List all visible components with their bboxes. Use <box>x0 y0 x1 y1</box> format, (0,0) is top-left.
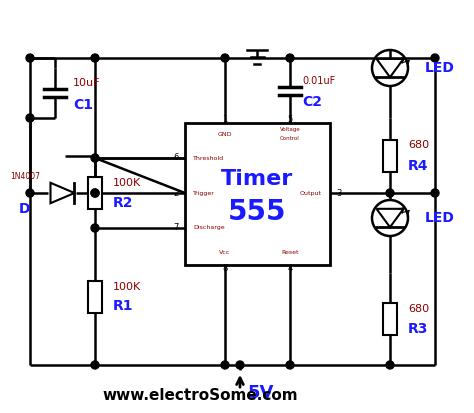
Circle shape <box>286 361 294 369</box>
Text: Discharge: Discharge <box>193 225 225 230</box>
Circle shape <box>91 361 99 369</box>
Text: D: D <box>19 202 31 216</box>
Circle shape <box>91 224 99 232</box>
Circle shape <box>91 54 99 62</box>
Bar <box>383 140 397 171</box>
Circle shape <box>221 361 229 369</box>
Text: www.electroSome.com: www.electroSome.com <box>102 387 298 403</box>
Text: Output: Output <box>300 190 322 195</box>
Circle shape <box>386 189 394 197</box>
Text: 8: 8 <box>222 264 228 273</box>
Text: 10uF: 10uF <box>73 78 100 88</box>
Text: GND: GND <box>218 133 232 138</box>
Circle shape <box>26 54 34 62</box>
Circle shape <box>236 361 244 369</box>
Text: 680: 680 <box>408 140 429 150</box>
Text: 680: 680 <box>408 304 429 314</box>
Text: C2: C2 <box>302 95 322 109</box>
Text: LED: LED <box>425 211 455 225</box>
Bar <box>185 123 330 265</box>
Circle shape <box>26 114 34 122</box>
Text: Vcc: Vcc <box>219 251 231 256</box>
Circle shape <box>386 361 394 369</box>
Text: 2: 2 <box>174 188 179 197</box>
Text: R3: R3 <box>408 322 428 336</box>
Polygon shape <box>51 183 74 203</box>
Text: Reset: Reset <box>281 251 299 256</box>
Text: R4: R4 <box>408 159 428 173</box>
Text: Control: Control <box>280 135 300 140</box>
Text: 555: 555 <box>228 198 287 226</box>
Text: 3: 3 <box>336 188 341 197</box>
Text: 4: 4 <box>287 264 292 273</box>
Text: R2: R2 <box>113 196 134 210</box>
Text: Threshold: Threshold <box>193 156 224 161</box>
Text: 100K: 100K <box>113 282 141 292</box>
Text: 100K: 100K <box>113 178 141 188</box>
Text: 1: 1 <box>222 115 228 124</box>
Text: 0.01uF: 0.01uF <box>302 76 335 85</box>
Circle shape <box>26 189 34 197</box>
Text: Trigger: Trigger <box>193 190 215 195</box>
Circle shape <box>431 189 439 197</box>
Text: Voltage: Voltage <box>280 126 301 131</box>
Text: C1: C1 <box>73 98 93 112</box>
Circle shape <box>91 189 99 197</box>
Text: 1N4007: 1N4007 <box>10 172 40 181</box>
Circle shape <box>91 189 99 197</box>
Text: 6: 6 <box>173 154 179 162</box>
Bar <box>88 280 102 313</box>
Circle shape <box>286 54 294 62</box>
Text: 7: 7 <box>173 223 179 233</box>
Bar <box>88 177 102 209</box>
Bar <box>383 303 397 335</box>
Text: 5: 5 <box>287 115 292 124</box>
Text: 5V: 5V <box>248 384 274 402</box>
Text: Timer: Timer <box>221 169 293 189</box>
Text: R1: R1 <box>113 299 134 313</box>
Circle shape <box>431 54 439 62</box>
Circle shape <box>91 154 99 162</box>
Text: LED: LED <box>425 61 455 75</box>
Circle shape <box>221 54 229 62</box>
